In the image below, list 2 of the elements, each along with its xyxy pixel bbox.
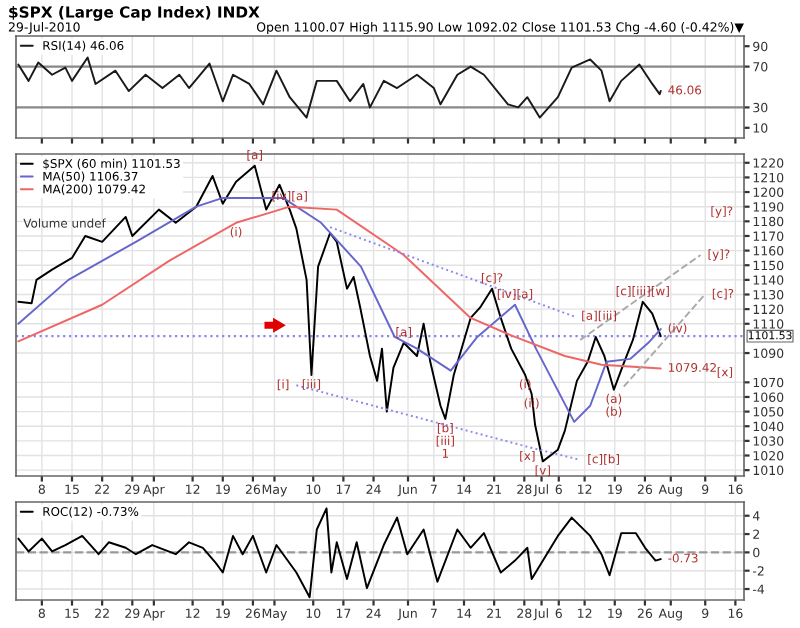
- line-series: [17, 56, 662, 119]
- line-series: [17, 507, 662, 599]
